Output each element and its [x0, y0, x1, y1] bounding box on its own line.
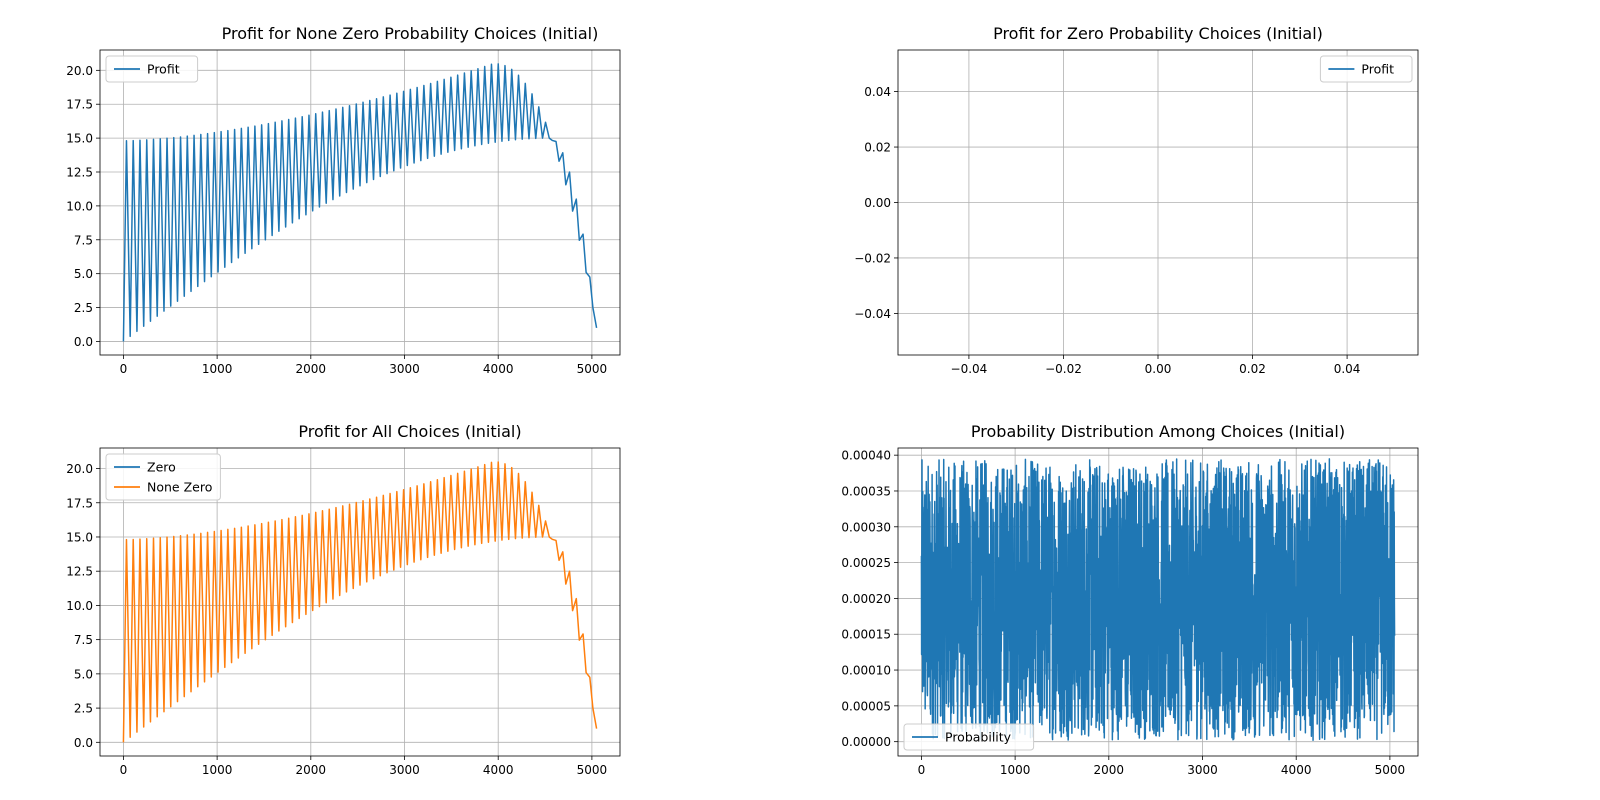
series-line-none-zero: [122, 461, 598, 743]
chart-title: Probability Distribution Among Choices (…: [971, 422, 1345, 441]
y-tick-label: 20.0: [66, 64, 93, 78]
y-tick-label: 12.5: [66, 565, 93, 579]
x-tick-label: 4000: [483, 763, 514, 777]
y-tick-label: 5.0: [74, 267, 93, 281]
chart-title: Profit for None Zero Probability Choices…: [222, 24, 599, 43]
y-tick-label: 2.5: [74, 301, 93, 315]
x-tick-label: 2000: [1094, 763, 1125, 777]
chart-profit-nonzero: Profit for None Zero Probability Choices…: [66, 24, 621, 376]
y-tick-label: 15.0: [66, 132, 93, 146]
y-tick-label: 2.5: [74, 702, 93, 716]
x-tick-label: 0.04: [1334, 362, 1361, 376]
legend: Profit: [105, 55, 199, 83]
y-tick-label: 17.5: [66, 98, 93, 112]
y-tick-label: 12.5: [66, 166, 93, 180]
y-tick-label: 0.00000: [841, 735, 891, 749]
chart-title: Profit for Zero Probability Choices (Ini…: [993, 24, 1323, 43]
legend: Profit: [1319, 55, 1413, 83]
series-line-probability: [920, 458, 1396, 741]
x-tick-label: 1000: [202, 362, 233, 376]
x-tick-label: −0.02: [1045, 362, 1082, 376]
y-tick-label: 7.5: [74, 633, 93, 647]
y-tick-label: 20.0: [66, 462, 93, 476]
chart-profit-all: Profit for All Choices (Initial) 0 1000 20…: [66, 422, 621, 777]
legend: Probability: [903, 723, 1035, 751]
y-tick-label: 0.00040: [841, 449, 891, 463]
x-tick-label: 4000: [1281, 763, 1312, 777]
y-tick-label: 0.00020: [841, 592, 891, 606]
x-tick-label: 3000: [389, 763, 420, 777]
y-tick-label: 0.00025: [841, 556, 891, 570]
x-tick-label: 0: [918, 763, 926, 777]
x-tick-label: 5000: [577, 763, 608, 777]
y-tick-label: −0.02: [854, 251, 891, 265]
x-tick-label: 3000: [1187, 763, 1218, 777]
y-tick-label: 0.00030: [841, 520, 891, 534]
y-tick-label: 0.00035: [841, 484, 891, 498]
y-tick-label: 17.5: [66, 496, 93, 510]
axes-frame: [897, 447, 1419, 757]
y-tick-label: 0.04: [864, 85, 891, 99]
legend: Zero None Zero: [105, 453, 221, 501]
x-tick-label: 5000: [1375, 763, 1406, 777]
x-tick-label: 2000: [296, 362, 327, 376]
x-tick-label: 5000: [577, 362, 608, 376]
axes-frame: [99, 49, 621, 356]
x-tick-label: 0: [120, 763, 128, 777]
x-tick-label: 0.00: [1145, 362, 1172, 376]
chart-title: Profit for All Choices (Initial): [298, 422, 521, 441]
y-tick-label: 0.00010: [841, 664, 891, 678]
legend-box: [105, 453, 221, 501]
chart-profit-zero: Profit for Zero Probability Choices (Ini…: [854, 24, 1419, 376]
y-tick-label: 15.0: [66, 530, 93, 544]
legend-label: None Zero: [147, 480, 212, 495]
legend-box: [1319, 55, 1413, 83]
x-tick-label: 3000: [389, 362, 420, 376]
y-tick-label: −0.04: [854, 307, 891, 321]
x-tick-label: 0: [120, 362, 128, 376]
legend-label: Zero: [147, 460, 176, 475]
x-tick-label: −0.04: [951, 362, 988, 376]
legend-label: Profit: [147, 62, 180, 77]
y-tick-label: 0.0: [74, 335, 93, 349]
series-line-profit: [122, 63, 598, 342]
y-tick-label: 10.0: [66, 599, 93, 613]
y-tick-label: 5.0: [74, 667, 93, 681]
y-tick-label: 7.5: [74, 233, 93, 247]
legend-label: Probability: [945, 730, 1012, 745]
y-tick-label: 0.0: [74, 736, 93, 750]
y-tick-label: 0.00: [864, 196, 891, 210]
x-tick-label: 1000: [1000, 763, 1031, 777]
x-tick-label: 0.02: [1239, 362, 1266, 376]
x-tick-label: 2000: [296, 763, 327, 777]
legend-box: [105, 55, 199, 83]
y-tick-label: 0.02: [864, 141, 891, 155]
legend-box: [903, 723, 1035, 751]
axes-frame: [99, 447, 621, 757]
legend-label: Profit: [1361, 62, 1394, 77]
x-tick-label: 4000: [483, 362, 514, 376]
x-tick-label: 1000: [202, 763, 233, 777]
y-tick-label: 10.0: [66, 199, 93, 213]
chart-probability-distribution: Probability Distribution Among Choices (…: [841, 422, 1419, 777]
y-tick-label: 0.00015: [841, 628, 891, 642]
y-tick-label: 0.00005: [841, 699, 891, 713]
